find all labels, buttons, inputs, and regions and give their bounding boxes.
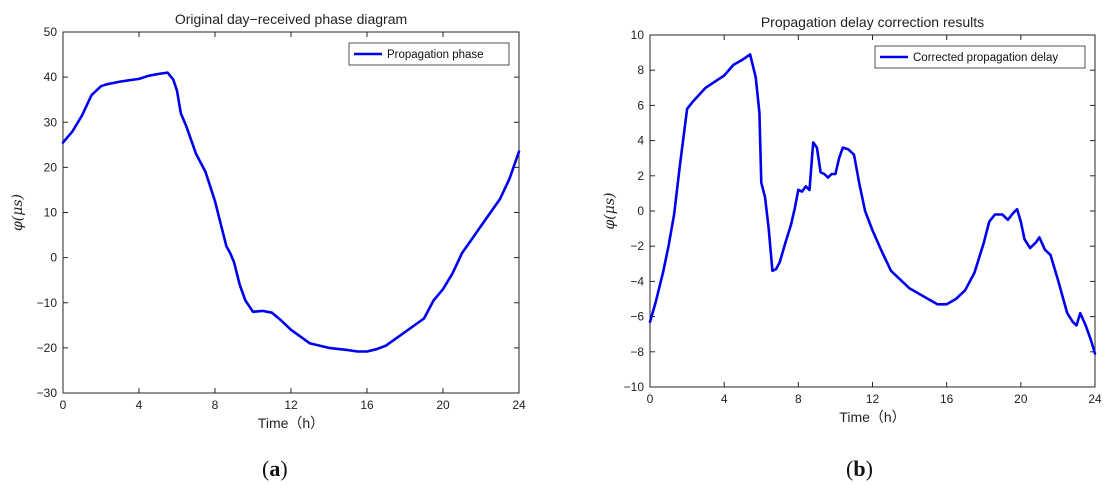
y-tick-label: −20 xyxy=(37,341,58,355)
legend-box xyxy=(348,42,510,66)
y-tick-label: 10 xyxy=(631,28,645,42)
legend-entry: Corrected propagation delay xyxy=(913,52,1058,64)
x-axis-label: Time（h） xyxy=(839,409,905,425)
x-tick-label: 12 xyxy=(284,398,298,412)
y-tick-label: −6 xyxy=(630,310,644,324)
panel-a-label: (a) xyxy=(262,456,288,481)
y-tick-label: 0 xyxy=(50,251,57,265)
plot-area xyxy=(649,34,1096,388)
x-tick-label: 24 xyxy=(512,398,526,412)
x-tick-label: 0 xyxy=(647,392,654,406)
y-tick-label: 0 xyxy=(637,204,644,218)
x-axis-label: Time（h） xyxy=(258,415,324,431)
y-tick-label: −10 xyxy=(624,380,645,394)
series-line-1 xyxy=(61,71,521,353)
y-tick-label: −30 xyxy=(37,386,58,400)
x-tick-label: 16 xyxy=(940,392,954,406)
legend: Propagation phase xyxy=(348,42,510,66)
x-tick-label: 4 xyxy=(721,392,728,406)
x-tick-label: 4 xyxy=(136,398,143,412)
x-tick-label: 8 xyxy=(795,392,802,406)
y-tick-label: 40 xyxy=(44,70,58,84)
y-axis-label: φ(μs) xyxy=(602,192,618,229)
x-tick-label: 12 xyxy=(866,392,880,406)
chart-a: 0 4 8 12 16 20 24 −30 −20 −10 0 10 20 30 40 50 Original … xyxy=(10,11,526,431)
x-tick-label: 16 xyxy=(360,398,374,412)
y-tick-label: 30 xyxy=(44,115,58,129)
series-line-1 xyxy=(648,53,1097,355)
y-tick-label: 20 xyxy=(44,160,58,174)
y-tick-label: −8 xyxy=(630,345,644,359)
legend-entry: Propagation phase xyxy=(387,49,484,61)
y-tick-label: 6 xyxy=(637,98,644,112)
x-tick-label: 8 xyxy=(212,398,219,412)
y-axis-label: φ(μs) xyxy=(10,194,26,231)
panel-b-label: (b) xyxy=(846,456,873,481)
legend: Corrected propagation delay xyxy=(874,45,1086,69)
chart-title: Original day−received phase diagram xyxy=(175,11,407,27)
y-tick-label: 2 xyxy=(637,169,644,183)
y-tick-label: 8 xyxy=(637,63,644,77)
plot-area xyxy=(62,31,520,394)
y-tick-label: −2 xyxy=(630,239,644,253)
x-tick-label: 0 xyxy=(60,398,67,412)
x-tick-label: 24 xyxy=(1088,392,1102,406)
chart-b: 0 4 8 12 16 20 24−10−8−6−4−20246810Propagation… xyxy=(602,14,1102,425)
y-tick-label: 10 xyxy=(44,206,58,220)
y-tick-label: 4 xyxy=(637,134,644,148)
y-tick-label: −10 xyxy=(37,296,58,310)
legend-box xyxy=(874,45,1086,69)
x-tick-label: 20 xyxy=(436,398,450,412)
y-tick-label: −4 xyxy=(630,274,644,288)
y-tick-label: 50 xyxy=(44,25,58,39)
chart-title: Propagation delay correction results xyxy=(761,14,984,30)
x-tick-label: 20 xyxy=(1014,392,1028,406)
